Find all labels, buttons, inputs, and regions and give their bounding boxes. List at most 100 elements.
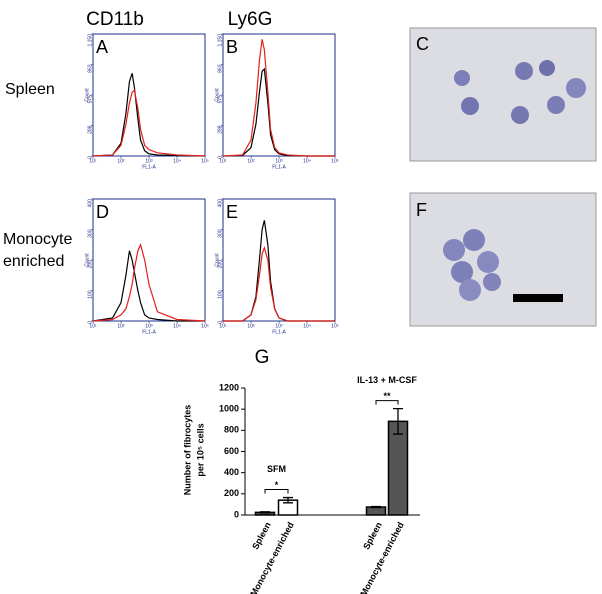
x-tick-label: Monocyte-enriched: [358, 520, 406, 594]
histogram-line: [222, 67, 335, 157]
y-tick-label: 600: [224, 446, 239, 456]
panel-label: B: [226, 37, 238, 57]
column-label: CD11b: [86, 9, 144, 30]
x-tick-label: 10²: [247, 323, 255, 329]
x-tick-label: 10⁵: [331, 323, 339, 329]
y-tick-label: 288: [87, 125, 93, 134]
x-tick-label: Monocyte-enriched: [248, 520, 296, 594]
x-tick-label: Spleen: [250, 520, 273, 551]
y-tick-label: 288: [217, 125, 223, 134]
y-tick-label: 575: [217, 95, 223, 104]
group-label: IL-13 + M-CSF: [357, 375, 417, 385]
y-tick-label: 400: [224, 467, 239, 477]
y-axis-label: Count: [214, 88, 220, 102]
significance: *: [275, 480, 279, 490]
y-tick-label: 0: [87, 156, 93, 159]
histogram-line: [222, 39, 335, 157]
y-tick-label: 1200: [219, 382, 239, 392]
x-tick-label: 10³: [145, 158, 153, 164]
panel-label: G: [255, 347, 270, 368]
micrograph: C: [409, 27, 597, 162]
y-tick-label: 863: [87, 64, 93, 73]
y-axis-label: Count: [84, 88, 90, 102]
micrograph: F: [409, 192, 597, 327]
y-tick-label: 400: [87, 199, 93, 208]
error-bar: [371, 505, 381, 509]
y-axis-label: Number of fibrocytes: [182, 405, 192, 496]
y-tick-label: 1,150: [217, 34, 223, 47]
x-tick-label: 10⁵: [201, 158, 209, 164]
histogram-line: [223, 245, 335, 322]
x-tick-label: 10²: [247, 158, 255, 164]
y-tick-label: 800: [224, 425, 239, 435]
group-label: SFM: [267, 464, 286, 474]
y-tick-label: 400: [217, 199, 223, 208]
x-tick-label: 10⁵: [201, 323, 209, 329]
x-tick-label: 10⁴: [173, 323, 181, 329]
significance-bracket: [264, 489, 289, 494]
y-tick-label: 200: [224, 488, 239, 498]
row-label: enriched: [3, 253, 64, 270]
x-tick-label: Spleen: [361, 520, 384, 551]
panel-label: F: [416, 200, 427, 220]
row-label: Monocyte: [3, 231, 72, 248]
significance-bracket: [375, 400, 399, 405]
y-tick-label: 0: [87, 321, 93, 324]
plot-frame: [92, 33, 206, 157]
histogram-line: [92, 242, 206, 322]
plot-frame: [92, 198, 206, 322]
x-tick-label: 10⁴: [303, 323, 311, 329]
y-tick-label: 200: [217, 260, 223, 269]
x-tick-label: 10³: [145, 323, 153, 329]
histogram-line: [92, 89, 206, 157]
x-tick-label: 10¹: [219, 323, 227, 329]
x-tick-label: 10⁵: [331, 158, 339, 164]
error-bar: [260, 511, 270, 514]
y-tick-label: 100: [87, 290, 93, 299]
y-tick-label: 0: [234, 509, 239, 519]
x-tick-label: 10⁴: [173, 158, 181, 164]
x-tick-label: 10¹: [89, 323, 97, 329]
y-tick-label: 300: [217, 229, 223, 238]
x-tick-label: 10³: [275, 323, 283, 329]
bar: [387, 420, 409, 516]
histogram-line: [92, 73, 206, 157]
y-tick-label: 300: [87, 229, 93, 238]
row-label: Spleen: [5, 81, 55, 98]
histogram-line: [92, 250, 205, 322]
x-axis-label: FL1-A: [142, 164, 156, 170]
y-tick-label: 0: [217, 156, 223, 159]
y-axis-label: per 10⁵ cells: [195, 423, 205, 476]
panel-label: A: [96, 37, 108, 57]
histogram-line: [223, 220, 335, 322]
x-axis-label: FL1-A: [272, 164, 286, 170]
plot-frame: [222, 198, 336, 322]
x-tick-label: 10³: [275, 158, 283, 164]
y-axis-label: Count: [214, 253, 220, 267]
error-bar: [393, 407, 403, 435]
error-bar: [283, 496, 293, 504]
y-tick-label: 863: [217, 64, 223, 73]
x-tick-label: 10⁴: [303, 158, 311, 164]
x-tick-label: 10¹: [219, 158, 227, 164]
y-tick-label: 1000: [219, 404, 239, 414]
x-tick-label: 10¹: [89, 158, 97, 164]
plot-frame: [222, 33, 336, 157]
x-axis-label: FL1-A: [142, 329, 156, 335]
y-axis-label: Count: [84, 253, 90, 267]
y-tick-label: 100: [217, 290, 223, 299]
bar: [365, 506, 387, 516]
y-tick-label: 200: [87, 260, 93, 269]
panel-label: C: [416, 34, 429, 54]
x-tick-label: 10²: [117, 323, 125, 329]
y-tick-label: 575: [87, 95, 93, 104]
panel-label: D: [96, 202, 109, 222]
column-label: Ly6G: [228, 9, 273, 30]
significance: **: [383, 391, 391, 401]
x-tick-label: 10²: [117, 158, 125, 164]
panel-label: E: [226, 202, 238, 222]
y-tick-label: 1,150: [87, 34, 93, 47]
y-tick-label: 0: [217, 321, 223, 324]
x-axis-label: FL1-A: [272, 329, 286, 335]
